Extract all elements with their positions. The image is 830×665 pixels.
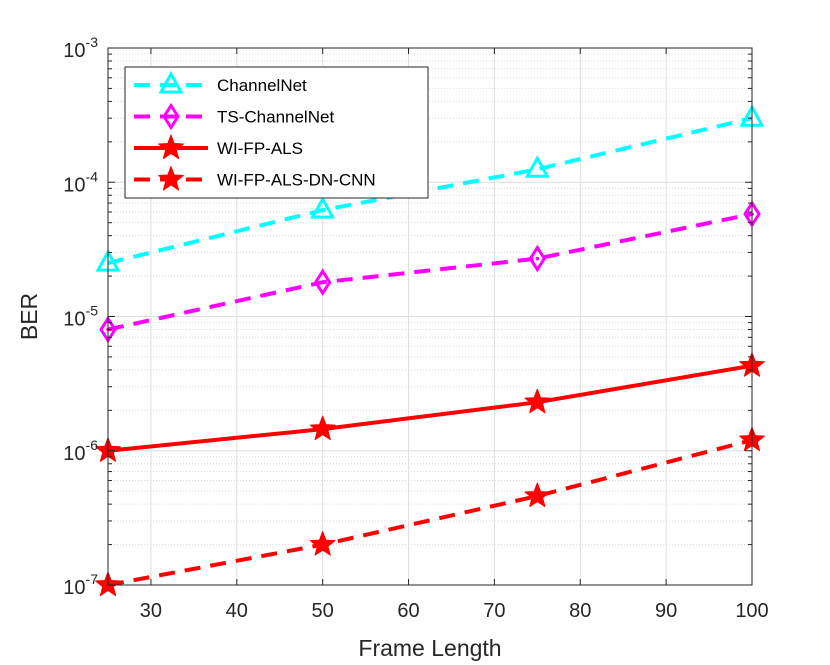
legend-label: WI-FP-ALS <box>217 139 303 158</box>
data-point-marker <box>309 415 336 441</box>
y-axis-label: BER <box>16 293 42 340</box>
x-tick-label: 70 <box>483 600 505 622</box>
diamond-center <box>320 280 325 285</box>
data-point-marker <box>524 155 550 178</box>
diamond-outline <box>313 268 332 297</box>
legend-label: WI-FP-ALS-DN-CNN <box>217 171 376 190</box>
y-tick-exponent: -7 <box>86 571 99 587</box>
y-tick-base: 10 <box>63 309 85 331</box>
legend-entry-channelnet: ChannelNet <box>134 70 307 95</box>
y-tick-base: 10 <box>63 40 85 62</box>
y-tick-base: 10 <box>63 577 85 599</box>
y-tick-base: 10 <box>63 174 85 196</box>
legend-marker <box>158 166 184 191</box>
x-tick-label: 50 <box>312 600 334 622</box>
y-tick-exponent: -4 <box>86 168 99 184</box>
data-point-marker <box>313 268 332 297</box>
y-tick-label: 10-7 <box>63 571 98 599</box>
diamond-outline <box>162 102 180 131</box>
legend-label: TS-ChannelNet <box>217 108 334 127</box>
data-point-marker <box>309 531 336 556</box>
series-line <box>107 438 753 587</box>
series-line <box>107 116 753 266</box>
data-point-marker <box>524 482 551 508</box>
legend-entry-wi-fp-als: WI-FP-ALS <box>134 134 303 160</box>
x-axis-label: Frame Length <box>358 635 501 661</box>
data-point-marker <box>524 388 551 414</box>
x-tick-label: 80 <box>569 600 591 622</box>
y-tick-base: 10 <box>63 443 85 465</box>
legend-marker <box>162 102 180 131</box>
x-tick-label: 90 <box>655 600 677 622</box>
y-tick-exponent: -3 <box>86 34 99 50</box>
diamond-center <box>169 114 173 119</box>
y-tick-label: 10-3 <box>63 34 98 62</box>
y-tick-label: 10-5 <box>63 303 98 331</box>
y-tick-label: 10-6 <box>63 437 98 465</box>
legend: ChannelNet TS-ChannelNet WI-FP-ALS WI-FP-AL… <box>124 66 429 199</box>
diamond-center <box>535 256 540 261</box>
legend-marker <box>158 70 184 94</box>
y-tick-exponent: -6 <box>86 437 99 453</box>
y-tick-exponent: -5 <box>86 303 99 319</box>
x-tick-label: 100 <box>735 600 768 622</box>
x-tick-label: 60 <box>397 600 419 622</box>
legend-marker <box>158 134 184 160</box>
x-tick-label: 40 <box>226 600 248 622</box>
data-point-marker <box>528 244 547 273</box>
data-point-marker <box>310 196 336 219</box>
legend-entry-ts-channelnet: TS-ChannelNet <box>134 102 334 131</box>
diamond-outline <box>528 244 547 273</box>
legend-label: ChannelNet <box>217 76 307 95</box>
series-line <box>107 212 753 332</box>
x-tick-label: 30 <box>140 600 162 622</box>
y-tick-label: 10-4 <box>63 168 98 196</box>
legend-entry-wi-fp-als-dn-cnn: WI-FP-ALS-DN-CNN <box>134 166 376 191</box>
series-line <box>107 363 753 453</box>
